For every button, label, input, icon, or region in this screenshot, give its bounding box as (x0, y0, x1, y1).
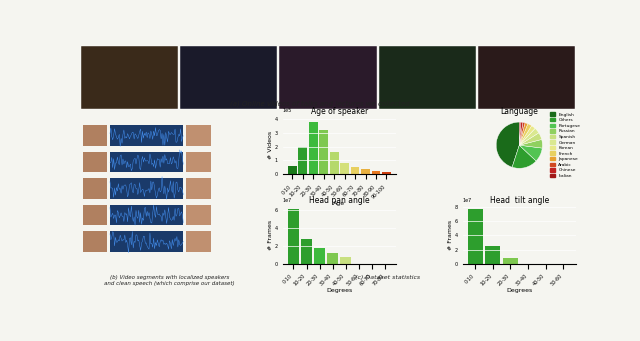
Bar (340, 257, 351, 264)
Bar (382, 172, 391, 174)
Wedge shape (519, 122, 521, 145)
Bar (478, 46, 575, 108)
Bar (468, 209, 483, 264)
Wedge shape (519, 124, 532, 145)
Wedge shape (519, 123, 528, 145)
X-axis label: Degrees: Degrees (326, 288, 353, 293)
Text: (c) Dataset statistics: (c) Dataset statistics (355, 275, 420, 280)
Bar (280, 46, 376, 108)
Wedge shape (519, 145, 542, 161)
Bar (327, 253, 339, 264)
Wedge shape (519, 122, 525, 145)
Wedge shape (496, 122, 519, 167)
Title: Age of speaker: Age of speaker (310, 106, 368, 116)
Bar (351, 167, 360, 174)
Title: Language: Language (500, 106, 538, 116)
Bar (301, 239, 312, 264)
Text: (a) Online videos of talks and lectures we collected: (a) Online videos of talks and lectures … (230, 101, 410, 107)
X-axis label: Degrees: Degrees (506, 288, 532, 293)
Bar (319, 130, 328, 174)
Bar (308, 122, 317, 174)
Wedge shape (519, 122, 523, 145)
Y-axis label: # Frames: # Frames (448, 220, 453, 250)
Y-axis label: # Videos: # Videos (268, 131, 273, 159)
Bar (298, 147, 307, 174)
Wedge shape (519, 139, 543, 148)
Bar (361, 169, 370, 174)
Bar (288, 166, 297, 174)
Wedge shape (519, 128, 539, 145)
Wedge shape (512, 145, 536, 168)
Wedge shape (519, 133, 541, 145)
Title: Head pan angle: Head pan angle (309, 196, 370, 205)
Bar (379, 46, 476, 108)
Bar (485, 246, 500, 264)
X-axis label: Age: Age (333, 201, 346, 206)
Bar (372, 170, 380, 174)
Bar (503, 258, 518, 264)
Bar (180, 46, 277, 108)
Bar (314, 248, 325, 264)
Bar (288, 209, 299, 264)
Legend: English, Others, Portugese, Russian, Spanish, German, Korean, French, Japanese, : English, Others, Portugese, Russian, Spa… (550, 113, 580, 178)
Bar (330, 152, 339, 174)
Bar (340, 163, 349, 174)
Bar (81, 46, 178, 108)
Title: Head  tilt angle: Head tilt angle (490, 196, 549, 205)
Text: (b) Video segments with localized speakers
and clean speech (which comprise our : (b) Video segments with localized speake… (104, 275, 235, 286)
Wedge shape (519, 126, 535, 145)
Y-axis label: # Frames: # Frames (268, 220, 273, 250)
